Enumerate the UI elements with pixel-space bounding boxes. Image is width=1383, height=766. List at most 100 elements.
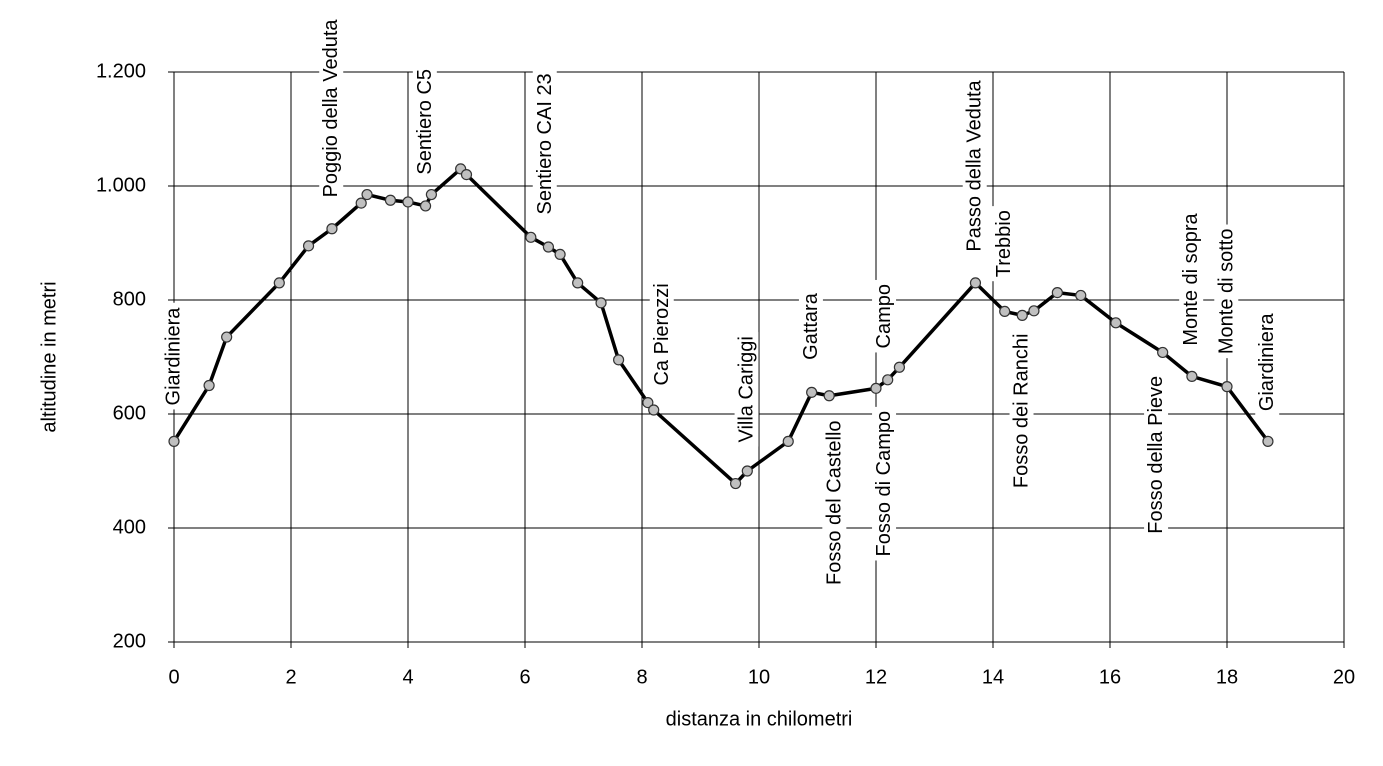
point [1016, 309, 1028, 321]
x-tick-label: 8 [636, 666, 647, 688]
point [1221, 381, 1233, 393]
point [882, 374, 894, 386]
point [554, 248, 566, 260]
annotation: Trebbio [991, 206, 1016, 282]
annotation-background [734, 332, 759, 447]
y-tick-label: 800 [113, 288, 146, 310]
annotation-label: Passo della Veduta [964, 79, 986, 251]
point [542, 241, 555, 253]
x-tick-label: 12 [865, 666, 887, 688]
annotation-label: Fosso di Campo [873, 411, 895, 557]
point [572, 277, 584, 289]
point [782, 435, 794, 447]
point [326, 223, 338, 235]
annotation-label: Gattara [800, 292, 822, 360]
point [221, 331, 233, 343]
annotation: Monte di sotto [1214, 224, 1239, 359]
point [384, 194, 397, 206]
annotation-background [1144, 371, 1169, 538]
annotation-background [872, 279, 897, 353]
point [729, 477, 742, 490]
annotation-background [962, 75, 987, 256]
point [425, 188, 437, 201]
annotation-label: Campo [873, 284, 895, 348]
annotation-background [412, 64, 437, 179]
annotation-background [1179, 208, 1204, 350]
annotation: Fosso della Pieve [1144, 371, 1169, 538]
point [1110, 317, 1122, 329]
x-tick-label: 20 [1333, 666, 1355, 688]
point [893, 361, 906, 373]
y-tick-label: 600 [113, 402, 146, 424]
point [302, 240, 315, 252]
annotation: Ca Pierozzi [649, 279, 674, 390]
point [1262, 435, 1274, 447]
y-axis-label: altitudine in metri [38, 281, 60, 432]
annotation-background [1255, 308, 1280, 416]
annotation-background [532, 69, 557, 219]
point [741, 465, 753, 477]
annotation-label: Fosso della Pieve [1145, 376, 1167, 534]
annotations: Giardiniera Poggio della Veduta Sentiero C… [161, 14, 1280, 589]
annotation: Campo [872, 279, 897, 353]
annotation-background [161, 302, 186, 410]
point [1186, 370, 1198, 382]
point [525, 231, 537, 243]
x-axis-label: distanza in chilometri [666, 708, 853, 730]
annotation-label: Ca Pierozzi [651, 283, 673, 385]
annotation-background [872, 406, 897, 561]
annotation-background [319, 14, 344, 202]
annotation: Gattara [798, 288, 823, 364]
x-tick-label: 16 [1099, 666, 1121, 688]
annotation: Fosso dei Ranchi [1009, 329, 1034, 493]
annotation-background [798, 288, 823, 364]
annotation: Sentiero CAI 23 [532, 69, 557, 219]
annotation: Giardiniera [161, 302, 186, 410]
x-tick-label: 0 [168, 666, 179, 688]
point [1075, 289, 1087, 302]
x-tick-label: 10 [748, 666, 770, 688]
point [823, 390, 835, 402]
point [999, 305, 1011, 317]
annotation-background [1214, 224, 1239, 359]
annotation: Fosso di Campo [872, 406, 897, 561]
annotation-label: Sentiero CAI 23 [534, 73, 556, 214]
point [1157, 346, 1169, 359]
point [612, 354, 625, 366]
annotation-label: Poggio della Veduta [320, 19, 342, 198]
annotation: Monte di sopra [1179, 208, 1204, 350]
point [402, 196, 414, 208]
point [203, 379, 215, 392]
annotation-label: Trebbio [993, 210, 1015, 277]
y-tick-label: 1.200 [96, 60, 146, 82]
point [355, 197, 367, 209]
annotation: Poggio della Veduta [319, 14, 344, 202]
point [595, 297, 607, 309]
point [168, 435, 180, 447]
annotation: Fosso del Castello [822, 416, 847, 589]
annotation: Passo della Veduta [962, 75, 987, 256]
annotation: Giardiniera [1255, 308, 1280, 416]
x-tick-label: 18 [1216, 666, 1238, 688]
x-tick-label: 2 [285, 666, 296, 688]
annotation-label: Monte di sopra [1180, 212, 1202, 345]
x-tick-label: 6 [519, 666, 530, 688]
point [648, 404, 660, 416]
y-tick-label: 400 [113, 516, 146, 538]
y-tick-label: 1.000 [96, 174, 146, 196]
annotation-label: Monte di sotto [1215, 229, 1237, 355]
annotation: Sentiero C5 [412, 64, 437, 179]
point [870, 382, 882, 394]
annotation: Villa Cariggi [734, 332, 759, 447]
annotation-background [991, 206, 1016, 282]
point [1051, 286, 1063, 299]
point [642, 397, 654, 409]
x-tick-label: 14 [982, 666, 1004, 688]
annotation-label: Villa Cariggi [736, 336, 758, 442]
annotation-label: Giardiniera [1256, 312, 1278, 411]
point [806, 386, 818, 398]
point [1028, 305, 1040, 317]
line [172, 167, 1270, 486]
point [460, 169, 473, 181]
annotation-background [649, 279, 674, 390]
